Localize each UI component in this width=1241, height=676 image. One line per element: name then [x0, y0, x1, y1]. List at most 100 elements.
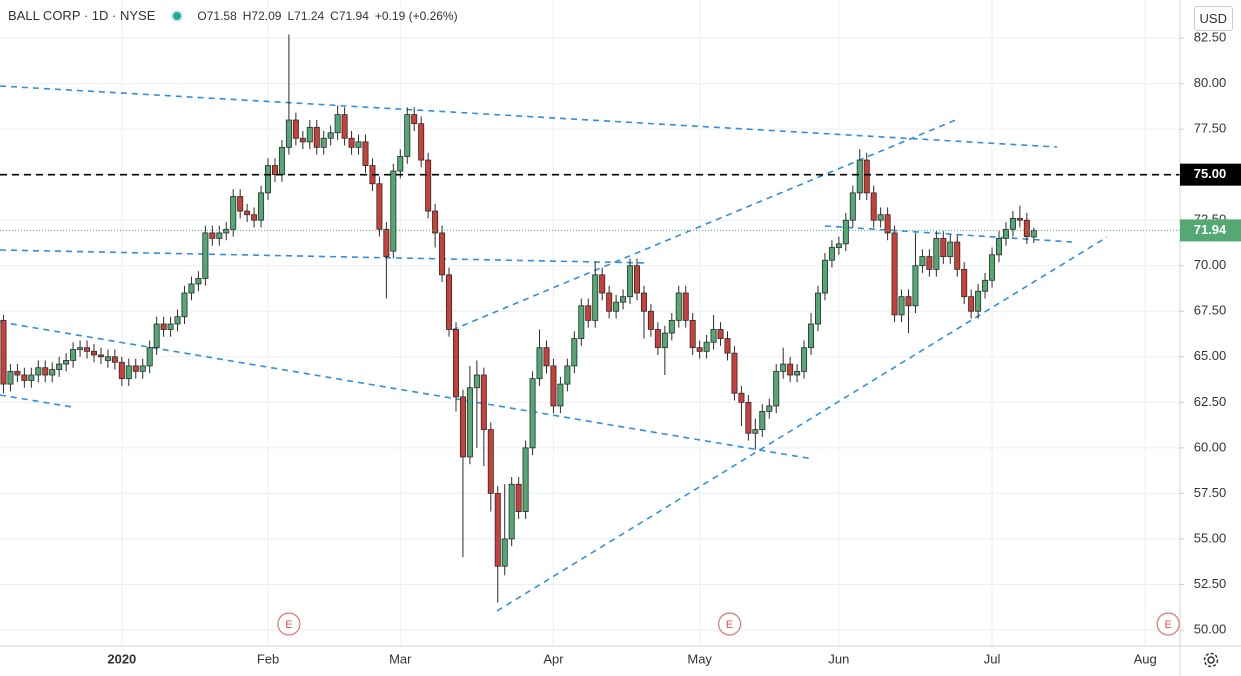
candle-body [808, 323, 815, 349]
candle-body [585, 305, 592, 321]
candle-body [7, 370, 14, 385]
candle-body [97, 354, 104, 358]
last-price-label: 71.94 [1194, 222, 1227, 237]
symbol[interactable]: BALL CORP · 1D · NYSE [8, 8, 156, 23]
candle-body [647, 310, 654, 330]
candle-body [84, 347, 91, 352]
quote-close: C71.94 [330, 8, 369, 23]
candle-body [828, 247, 835, 261]
candle-body [202, 232, 209, 279]
candle-body [703, 341, 710, 352]
y-tick-label: 52.50 [1194, 576, 1227, 591]
candle-body [856, 159, 863, 194]
y-tick-label: 77.50 [1194, 121, 1227, 136]
candle-body [627, 265, 634, 298]
candle-body [139, 365, 146, 372]
candle-body [766, 405, 773, 412]
candle-body [801, 347, 808, 372]
candle-body [592, 274, 599, 321]
candle-body [613, 301, 620, 312]
candle-body [898, 296, 905, 316]
candle-body [870, 192, 877, 221]
candle-body [522, 447, 529, 512]
candle-body [341, 114, 348, 139]
candle-body [125, 365, 132, 380]
candle-body [536, 347, 543, 380]
candle-body [313, 126, 320, 148]
status-dot [171, 9, 184, 22]
candle-body [940, 238, 947, 258]
candle-body [668, 319, 675, 334]
candle-body [571, 338, 578, 367]
y-tick-label: 60.00 [1194, 439, 1227, 454]
candle-body [919, 256, 926, 267]
candle-body [271, 165, 278, 176]
candle-body [0, 319, 7, 385]
candle-body [35, 367, 42, 376]
candle-body [265, 165, 272, 194]
candle-body [731, 352, 738, 394]
candle-body [933, 238, 940, 270]
candle-body [773, 370, 780, 407]
candle-body [223, 228, 230, 234]
candle-body [49, 369, 56, 376]
candle-body [404, 114, 411, 157]
candle-body [21, 374, 28, 381]
candle-body [153, 323, 160, 349]
candle-body [188, 283, 195, 294]
trend-lines [0, 85, 1108, 612]
x-tick-label: 2020 [107, 651, 136, 666]
candle-body [1023, 219, 1030, 237]
candle-body [292, 119, 299, 139]
candle-body [849, 192, 856, 221]
candle-body [640, 292, 647, 312]
level-label: 75.00 [1194, 166, 1227, 181]
event-marker [277, 612, 301, 636]
candle-body [682, 292, 689, 321]
candle-body [550, 365, 557, 407]
trend-line [0, 85, 1058, 148]
candle-body [745, 401, 752, 434]
candle-body [995, 238, 1002, 256]
candle-body [397, 156, 404, 172]
candle-body [411, 114, 418, 125]
candle-body [452, 329, 459, 398]
event-label: E [1164, 619, 1171, 631]
candle-body [77, 347, 84, 350]
candle-body [459, 396, 466, 458]
candle-body [432, 210, 439, 234]
y-tick-label: 50.00 [1194, 621, 1227, 636]
trend-line [496, 236, 1108, 612]
candle-body [348, 137, 355, 148]
candle-body [216, 232, 223, 239]
candle-body [835, 243, 842, 248]
candle-body [529, 378, 536, 449]
x-tick-label: Aug [1134, 651, 1157, 666]
level-label-box [1180, 163, 1241, 186]
candle-body [863, 159, 870, 194]
settings-icon[interactable] [1203, 652, 1219, 668]
candle-body [278, 146, 285, 176]
candle-body [70, 349, 77, 361]
candle-body [90, 350, 97, 356]
candle-body [578, 305, 585, 339]
candle-body [299, 137, 306, 143]
candle-body [487, 429, 494, 494]
candle-body [508, 483, 515, 540]
candle-body [355, 141, 362, 148]
candle-body [821, 259, 828, 294]
x-tick-label: Apr [543, 651, 564, 666]
candle-body [982, 279, 989, 292]
candle-body [181, 292, 188, 318]
event-marker [717, 612, 742, 636]
trend-line [451, 118, 959, 331]
candle-body [724, 338, 731, 354]
x-tick-label: Jul [984, 651, 1001, 666]
candle-body [620, 296, 627, 303]
candle-body [842, 219, 849, 245]
candle-body [564, 365, 571, 385]
candle-body [710, 329, 717, 343]
candle-body [473, 374, 480, 389]
currency-button[interactable]: USD [1193, 6, 1233, 31]
